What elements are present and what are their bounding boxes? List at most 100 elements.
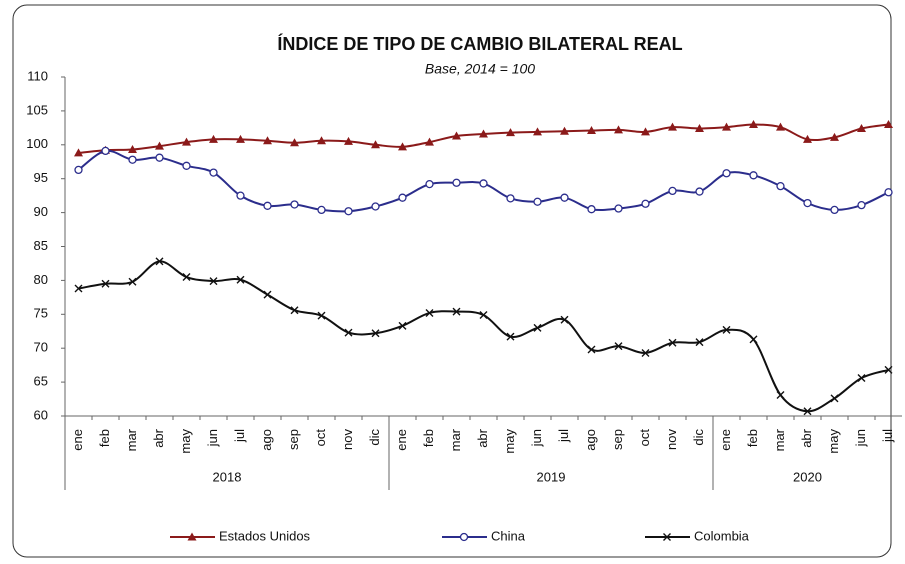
marker-shape [695,124,704,133]
marker [452,131,461,140]
marker-shape [560,126,569,135]
marker [263,201,272,210]
marker [101,279,110,288]
marker-shape [187,532,197,541]
marker-shape [236,275,245,284]
marker [587,205,596,214]
marker-shape [614,342,623,351]
x-tick-label: nov [664,429,679,450]
x-tick-label: sep [610,429,625,450]
marker-shape [155,257,164,266]
marker-shape [641,348,650,357]
marker-shape [344,207,353,216]
marker [209,277,218,286]
marker [749,119,758,128]
marker [533,127,542,136]
marker [560,126,569,135]
marker [398,142,407,151]
marker-shape [668,122,677,131]
marker-shape [857,124,866,133]
y-tick-label: 95 [34,170,48,185]
marker-shape [587,126,596,135]
marker [74,284,83,293]
marker [236,275,245,284]
marker-shape [263,201,272,210]
y-tick-label: 65 [34,374,48,389]
marker [317,205,326,215]
marker [722,169,731,178]
marker-shape [776,182,785,191]
marker [236,134,245,143]
marker [722,122,731,131]
y-tick-label: 60 [34,407,48,422]
marker [74,165,83,175]
marker-shape [344,136,353,145]
marker-shape [452,131,461,140]
marker [695,187,704,196]
marker [614,125,623,134]
marker-shape [803,407,812,416]
marker-shape [398,321,407,330]
marker-shape [290,306,299,315]
marker-shape [587,205,596,214]
marker [479,129,488,138]
marker [371,140,380,149]
x-tick-label: feb [745,429,760,447]
marker-shape [695,187,704,196]
marker [884,365,893,374]
marker [398,321,407,330]
x-tick-label: jun [853,429,868,447]
marker [803,407,812,416]
marker [884,188,893,197]
marker-shape [884,365,893,374]
x-tick-label: mar [772,428,787,451]
marker [533,323,542,332]
marker-shape [749,119,758,128]
marker-shape [830,205,839,215]
x-tick-label: jul [556,429,571,443]
x-tick-label: oct [637,429,652,447]
marker-shape [182,273,191,282]
x-tick-label: oct [313,429,328,447]
marker-shape [344,328,353,337]
marker-shape [857,374,866,383]
marker-shape [803,198,812,208]
x-tick-label: abr [475,428,490,447]
marker [641,127,650,136]
marker-shape [803,134,812,143]
marker [857,124,866,133]
marker [587,345,596,354]
marker [74,148,83,157]
marker [641,199,650,208]
marker-shape [209,134,218,143]
x-tick-label: mar [448,428,463,451]
marker [668,338,677,347]
y-tick-label: 80 [34,272,48,287]
marker-shape [776,122,785,131]
marker-shape [459,532,469,542]
marker-shape [533,323,542,332]
marker [560,315,569,324]
marker-shape [74,284,83,293]
marker-shape [479,179,488,188]
marker-shape [263,290,272,299]
x-tick-label: abr [799,428,814,447]
marker-shape [398,142,407,151]
marker-shape [263,136,272,145]
marker [128,145,137,154]
marker-shape [128,277,137,286]
marker [425,308,434,317]
marker [452,307,461,316]
marker-shape [560,315,569,324]
marker-shape [668,338,677,347]
chart-subtitle: Base, 2014 = 100 [425,61,535,77]
marker-shape [101,279,110,288]
chart-frame [12,4,892,558]
marker [155,153,164,162]
chart-title: ÍNDICE DE TIPO DE CAMBIO BILATERAL REAL [277,33,682,54]
marker-shape [506,194,515,203]
marker-shape [663,533,671,541]
marker [614,342,623,351]
marker-shape [479,129,488,138]
